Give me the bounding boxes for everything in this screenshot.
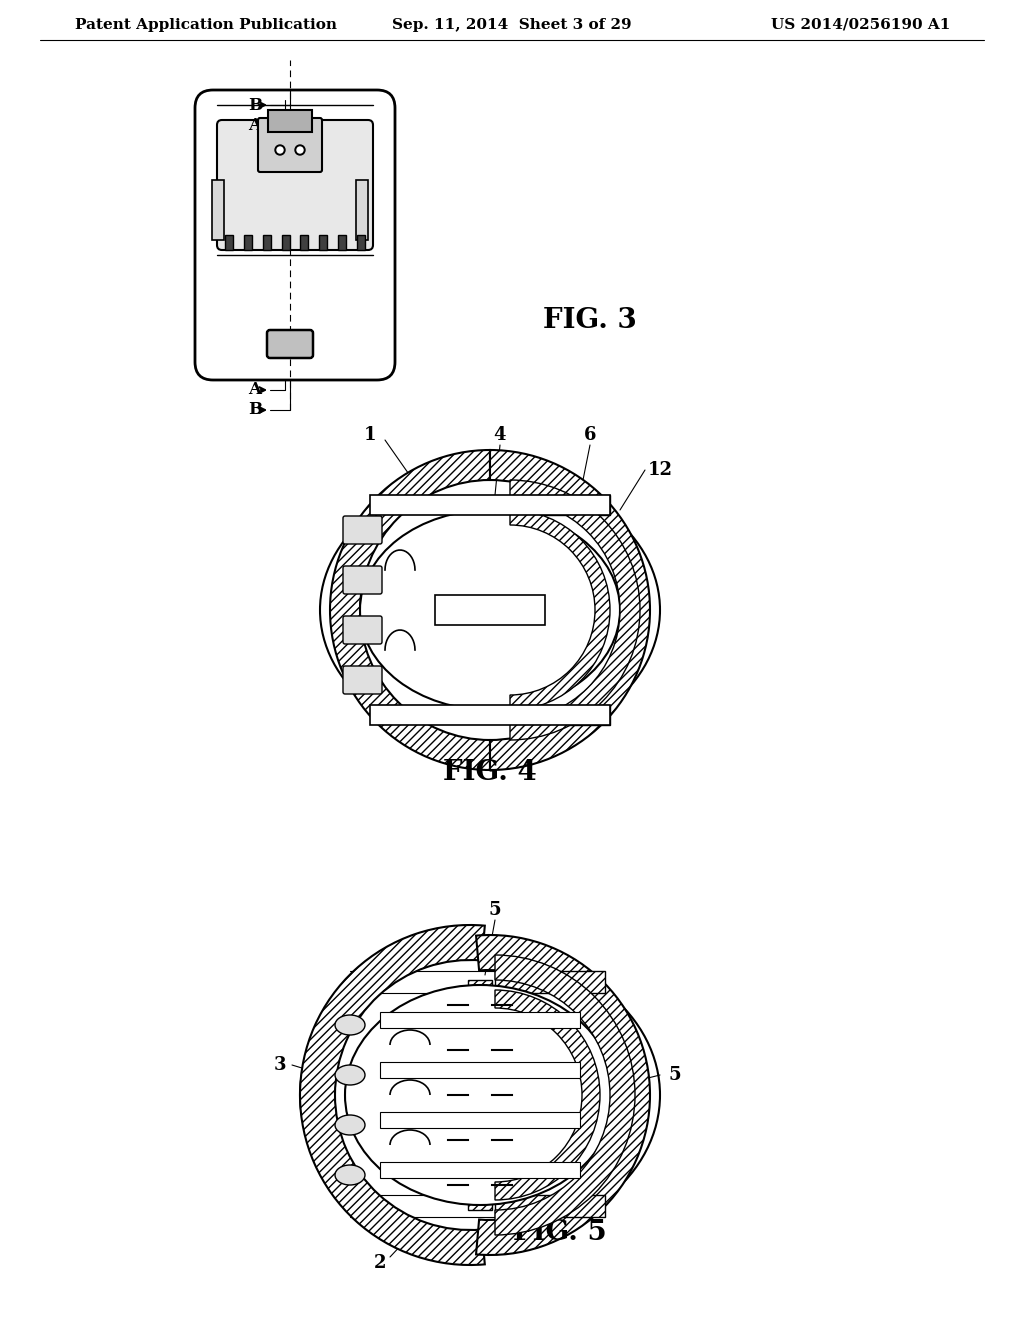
Wedge shape [490,450,650,770]
Circle shape [295,145,305,154]
Bar [468,979,492,1210]
Text: Patent Application Publication: Patent Application Publication [75,18,337,32]
Ellipse shape [335,1115,365,1135]
Circle shape [297,147,303,153]
Bar [435,595,545,624]
Ellipse shape [360,510,620,710]
FancyBboxPatch shape [217,120,373,249]
Wedge shape [476,935,650,1255]
Wedge shape [300,925,484,1265]
Bar [370,705,610,725]
Circle shape [275,145,285,154]
Bar [380,1063,580,1078]
Text: FIG. 3: FIG. 3 [543,306,637,334]
Bar [268,110,312,132]
FancyBboxPatch shape [343,516,382,544]
Bar [510,705,610,725]
Bar [380,1012,580,1028]
Text: A: A [248,116,261,133]
Bar [225,235,233,249]
Wedge shape [510,510,610,710]
Bar [476,500,504,719]
Text: A: A [248,381,261,399]
Bar [319,235,328,249]
FancyBboxPatch shape [267,330,313,358]
Bar [357,235,365,249]
Ellipse shape [335,1166,365,1185]
Bar [510,495,610,515]
FancyBboxPatch shape [343,667,382,694]
Text: FIG. 4: FIG. 4 [443,759,537,785]
Wedge shape [510,480,640,741]
Ellipse shape [319,475,660,744]
Bar [370,495,610,515]
Text: 6: 6 [584,426,596,444]
Text: 12: 12 [647,461,673,479]
Bar [338,235,346,249]
Text: 5: 5 [669,1067,681,1084]
Bar [300,235,308,249]
Bar [380,1162,580,1177]
Text: US 2014/0256190 A1: US 2014/0256190 A1 [771,18,950,32]
FancyBboxPatch shape [343,566,382,594]
Ellipse shape [345,985,615,1205]
Bar [380,1111,580,1129]
Bar [495,972,605,993]
Text: 3: 3 [273,1056,287,1074]
Circle shape [278,147,283,153]
Text: Sep. 11, 2014  Sheet 3 of 29: Sep. 11, 2014 Sheet 3 of 29 [392,18,632,32]
Wedge shape [495,954,635,1236]
Text: 2: 2 [374,1254,386,1272]
Wedge shape [495,990,600,1200]
Text: B: B [248,401,262,418]
Bar [212,180,224,240]
Bar [244,235,252,249]
FancyBboxPatch shape [258,117,322,172]
Text: FIG. 5: FIG. 5 [513,1218,607,1246]
FancyBboxPatch shape [195,90,395,380]
Bar [495,1195,605,1217]
Ellipse shape [300,950,660,1239]
Ellipse shape [335,1065,365,1085]
Text: B: B [248,96,262,114]
Text: 4: 4 [494,426,506,444]
Bar [476,510,504,710]
Bar [356,180,368,240]
Text: 5: 5 [488,902,502,919]
Bar [263,235,270,249]
Bar [282,235,290,249]
Ellipse shape [335,1015,365,1035]
Text: 1: 1 [364,426,376,444]
FancyBboxPatch shape [343,616,382,644]
Wedge shape [330,450,490,770]
